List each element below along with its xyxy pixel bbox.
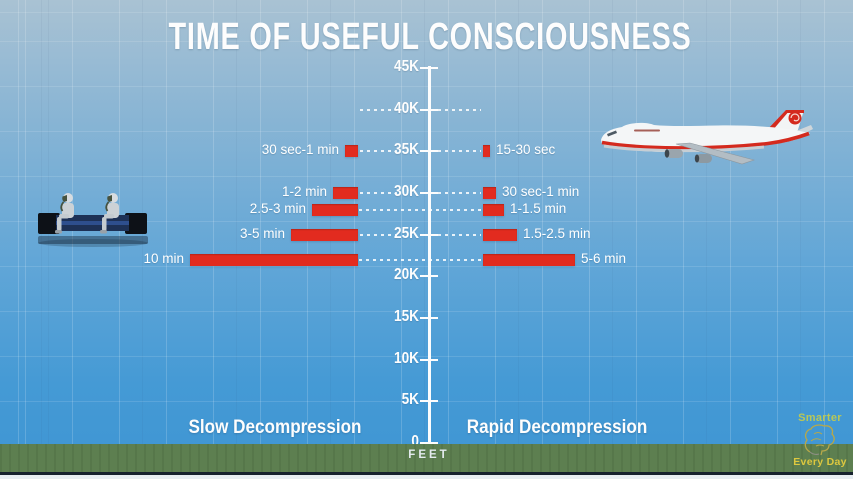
dashed-gridline bbox=[360, 150, 397, 153]
bar-label-right-30000: 30 sec-1 min bbox=[502, 184, 580, 199]
bar-left-28000 bbox=[312, 203, 358, 216]
bar-right-28000 bbox=[483, 203, 504, 216]
axis-tick-label-15K: 15K bbox=[394, 308, 419, 325]
crew-member-2 bbox=[100, 193, 119, 234]
bar-label-right-35000: 15-30 sec bbox=[496, 142, 556, 158]
axis-tick-10K bbox=[420, 358, 438, 361]
bar-left-30000 bbox=[333, 187, 358, 199]
bar-label-left-28000: 2.5-3 min bbox=[249, 200, 306, 216]
bar-left-22000 bbox=[190, 253, 358, 266]
page-title: TIME OF USEFUL CONSCIOUSNESS bbox=[168, 16, 692, 58]
bar-right-30000 bbox=[483, 187, 496, 199]
axis-unit-label: FEET bbox=[408, 449, 450, 461]
bar-label-left-22000: 10 min bbox=[143, 250, 184, 266]
altitude-chamber-illustration bbox=[38, 193, 148, 247]
bench-end-left bbox=[38, 213, 60, 234]
ground-strip bbox=[0, 444, 853, 472]
bar-label-right-22000: 5-6 min bbox=[581, 250, 627, 266]
logo-text-every-day: Every Day bbox=[793, 456, 847, 468]
bar-label-left-25000: 3-5 min bbox=[239, 225, 285, 241]
dashed-gridline bbox=[438, 192, 481, 194]
smarter-every-day-logo: Smarter Every Day bbox=[788, 412, 852, 474]
tail-logo-swirl bbox=[790, 113, 800, 122]
axis-tick-label-45K: 45K bbox=[394, 58, 419, 75]
section-label-slow-decompression: Slow Decompression bbox=[188, 417, 362, 438]
dashed-gridline bbox=[360, 192, 397, 194]
tailfin-top-stripe bbox=[784, 110, 804, 113]
axis-tick-25K bbox=[420, 233, 438, 236]
axis-tick-30K bbox=[420, 192, 438, 194]
axis-tick-20K bbox=[420, 275, 438, 278]
bar-left-35000 bbox=[345, 145, 358, 158]
bar-right-35000 bbox=[483, 145, 490, 158]
bar-label-left-35000: 30 sec-1 min bbox=[261, 142, 339, 158]
wing bbox=[675, 142, 756, 165]
brain-doodle-icon bbox=[804, 424, 835, 456]
bar-right-25000 bbox=[483, 228, 517, 241]
dashed-gridline bbox=[438, 150, 481, 153]
floor-shadow bbox=[38, 239, 148, 247]
axis-tick-0 bbox=[420, 442, 438, 444]
dashed-gridline bbox=[359, 208, 481, 211]
axis-tick-label-10K: 10K bbox=[394, 349, 419, 367]
cheatline-stripe bbox=[601, 131, 810, 150]
axis-tick-label-0: 0 bbox=[411, 433, 419, 450]
bottom-dark-line bbox=[0, 472, 853, 475]
axis-tick-label-30K: 30K bbox=[394, 183, 419, 200]
fuselage-titles bbox=[634, 129, 660, 132]
boeing-747-illustration bbox=[601, 110, 813, 165]
bar-label-right-25000: 1.5-2.5 min bbox=[523, 225, 591, 241]
bench-stripe bbox=[56, 221, 129, 225]
dashed-gridline bbox=[438, 108, 481, 111]
bar-label-right-28000: 1-1.5 min bbox=[510, 200, 567, 216]
axis-tick-45K bbox=[420, 67, 438, 69]
bench-shadow bbox=[38, 236, 148, 244]
dashed-gridline bbox=[438, 233, 481, 236]
axis-tick-5K bbox=[420, 400, 438, 403]
logo-text-smarter: Smarter bbox=[798, 412, 842, 424]
dashed-gridline bbox=[359, 258, 481, 261]
bottom-light-strip bbox=[0, 474, 853, 479]
bar-label-left-30000: 1-2 min bbox=[281, 184, 327, 199]
axis-tick-label-5K: 5K bbox=[401, 391, 419, 409]
axis-tick-label-40K: 40K bbox=[394, 99, 419, 117]
section-label-rapid-decompression: Rapid Decompression bbox=[466, 417, 648, 438]
altitude-axis-line bbox=[428, 66, 431, 444]
axis-tick-35K bbox=[420, 150, 438, 153]
bench-end-right bbox=[125, 213, 147, 234]
dashed-gridline bbox=[360, 233, 397, 236]
cockpit-windows bbox=[607, 130, 617, 137]
engine-inboard bbox=[694, 154, 712, 163]
crew-member-1 bbox=[55, 193, 74, 234]
dashed-gridline bbox=[360, 108, 397, 111]
axis-tick-15K bbox=[420, 317, 438, 319]
axis-tick-label-25K: 25K bbox=[394, 224, 419, 242]
bar-left-25000 bbox=[291, 228, 358, 241]
engine-outboard bbox=[664, 149, 683, 158]
bar-right-22000 bbox=[483, 253, 575, 266]
axis-tick-label-20K: 20K bbox=[394, 266, 419, 284]
axis-tick-40K bbox=[420, 108, 438, 111]
axis-tick-label-35K: 35K bbox=[394, 141, 419, 159]
